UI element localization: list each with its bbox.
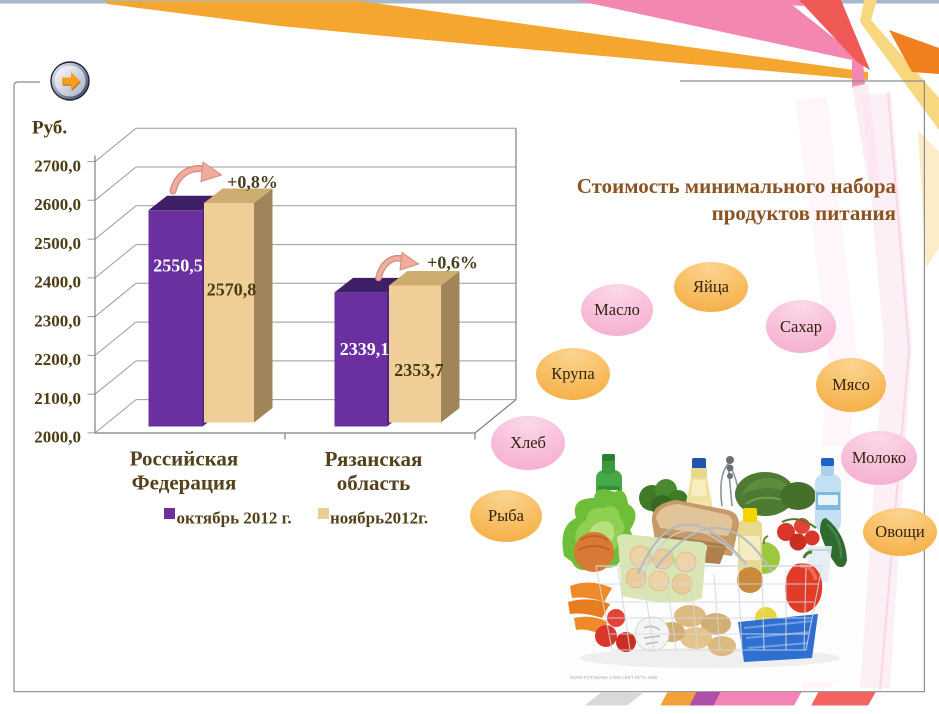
bubble-krupa-label: Крупа (551, 364, 595, 383)
top-edge-strip (0, 0, 939, 4)
stripe-purple (689, 692, 722, 706)
ytick-2400: 2400,0 (34, 273, 81, 292)
bubble-myaso-label: Мясо (832, 375, 870, 394)
slide-title-line2: продуктов питания (711, 201, 896, 225)
bubble-ovoschi-label: Овощи (875, 522, 925, 541)
percent-label-rf: +0,8% (227, 172, 278, 192)
ribbon-red (799, 0, 870, 70)
category-label-rf-line2: Федерация (132, 471, 237, 495)
ribbon-cream (860, 0, 939, 130)
ytick-2500: 2500,0 (34, 234, 81, 253)
wire-basket (595, 565, 823, 651)
legend-label-october: октябрь 2012 г. (177, 509, 292, 528)
arrow-increase-ryazan (375, 251, 420, 282)
bubble-krupa: Крупа (536, 348, 610, 400)
tomatoes (777, 518, 820, 551)
apple-stem (762, 535, 769, 545)
photo-caption: WWW.FOTOBANK.COM CERT DFT1-4066 (570, 675, 658, 680)
y-axis-label: Руб. (32, 118, 67, 139)
ytick-2600: 2600,0 (34, 195, 81, 214)
chart-axes (94, 128, 517, 440)
bubble-sahar-label: Сахар (780, 316, 822, 336)
onion (737, 567, 763, 593)
ytick-2100: 2100,0 (34, 389, 81, 408)
grocery-basket-photo: WWW.FOTOBANK.COM CERT DFT1-4066 (560, 446, 858, 682)
percent-label-ryazan: +0,6% (427, 253, 478, 273)
pale-band-3 (852, 84, 880, 182)
stripe-pink (713, 692, 802, 706)
category-label-rf-line1: Российская (130, 447, 239, 471)
stripe-orange (660, 692, 700, 706)
cabbage (735, 472, 816, 516)
bubble-yaytsa: Яйца (674, 262, 748, 312)
data-label-oct-ryazan: 2339,1 (340, 339, 390, 359)
legend-swatch-november (318, 508, 329, 519)
ytick-2300: 2300,0 (34, 311, 81, 330)
slide-title: Стоимость минимального набора продуктов … (476, 173, 896, 227)
stripe-red (811, 692, 876, 706)
cucumber (820, 518, 847, 568)
data-label-nov-rf: 2570,8 (207, 280, 257, 300)
arrow-right-icon (62, 72, 81, 92)
bubble-yaytsa-label: Яйца (693, 277, 729, 296)
ytick-2700: 2700,0 (34, 156, 81, 175)
bubble-moloko: Молоко (841, 431, 917, 485)
bubble-hleb: Хлеб (491, 416, 565, 470)
slide-title-line1: Стоимость минимального набора (576, 174, 896, 198)
bubble-ovoschi: Овощи (863, 508, 937, 556)
stripe-gray (584, 692, 645, 706)
red-pepper (785, 550, 823, 613)
bubble-moloko-label: Молоко (851, 448, 907, 467)
ytick-2000: 2000,0 (34, 428, 81, 447)
ribbon-cream-tail (918, 130, 939, 268)
data-label-nov-ryazan: 2353,7 (394, 360, 444, 380)
bubble-ryba: Рыба (470, 490, 542, 542)
slide-frame (13, 80, 925, 693)
data-label-oct-rf: 2550,5 (153, 256, 203, 276)
ytick-2200: 2200,0 (34, 350, 81, 369)
bubble-ryba-label: Рыба (488, 506, 524, 525)
bubble-sahar: Сахар (766, 300, 836, 353)
pale-band-line (879, 92, 911, 691)
ribbon-orange (105, 1, 868, 80)
bar-nov-rf (204, 188, 273, 423)
bubble-maslo-label: Масло (594, 300, 640, 319)
wedge-orange (889, 30, 939, 74)
bubble-maslo: Масло (581, 284, 653, 336)
category-label-ryazan-line1: Рязанская (325, 447, 423, 471)
next-slide-button[interactable] (50, 61, 90, 101)
arrow-increase-rf (169, 161, 223, 195)
category-label-ryazan-line2: область (337, 471, 411, 495)
red-onion (574, 532, 614, 572)
ribbon-pink-sliver (779, 0, 804, 6)
basket-handles (637, 523, 773, 579)
chart-legend: октябрь 2012 г. ноябрь2012г. (164, 508, 428, 528)
water-bottle (815, 458, 841, 532)
bar-nov-ryazan (389, 271, 460, 423)
bubble-hleb-label: Хлеб (510, 433, 546, 452)
bubble-myaso: Мясо (816, 358, 886, 412)
legend-label-november: ноябрь2012г. (330, 509, 428, 528)
ribbon-pink (575, 0, 865, 88)
legend-swatch-october (164, 508, 175, 519)
